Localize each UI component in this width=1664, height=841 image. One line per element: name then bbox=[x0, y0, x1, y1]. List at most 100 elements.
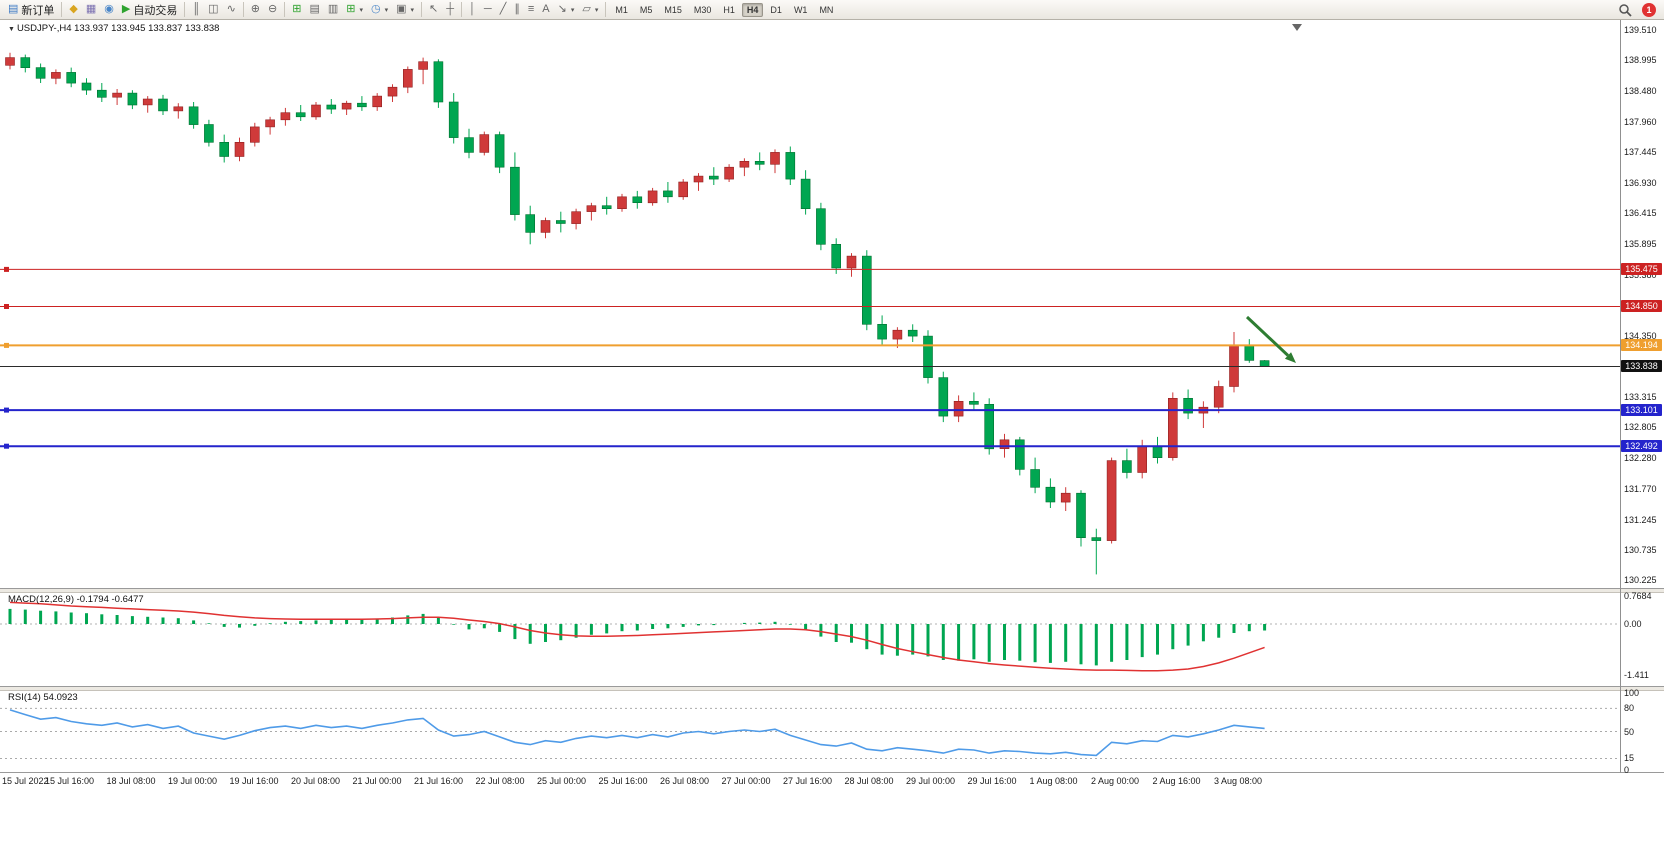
price-axis-border bbox=[1620, 20, 1621, 773]
price-scale-label: 136.415 bbox=[1624, 208, 1657, 219]
timeframe-clock-icon[interactable]: ◷ ▾ bbox=[367, 0, 392, 19]
mql5-community-icon[interactable]: ◆ bbox=[65, 0, 81, 19]
toolbar-separator bbox=[421, 2, 423, 17]
fibonacci-icon: ≡ bbox=[527, 3, 535, 15]
market-watch-icon[interactable]: ▦ bbox=[82, 0, 100, 19]
line-chart-icon: ∿ bbox=[226, 3, 236, 15]
data-window-icon: ◉ bbox=[104, 3, 114, 15]
chevron-down-icon: ▾ bbox=[410, 6, 415, 14]
toolbar-separator bbox=[184, 2, 186, 17]
timeframe-m30[interactable]: M30 bbox=[693, 4, 712, 15]
new-chart-icon[interactable]: ⊞ ▾ bbox=[342, 0, 367, 19]
new-order-icon: ▤ bbox=[8, 3, 19, 15]
trendline-icon[interactable]: ╱ bbox=[496, 0, 511, 19]
arrows-tool-icon[interactable]: ↘ ▾ bbox=[554, 0, 579, 19]
chevron-down-icon: ▾ bbox=[594, 6, 599, 14]
crosshair-icon[interactable]: ┼ bbox=[442, 0, 458, 19]
period-bars-icon[interactable]: ▥ bbox=[324, 0, 342, 19]
macd-scale-label: 0.7684 bbox=[1624, 591, 1652, 602]
search-button[interactable] bbox=[1614, 0, 1636, 19]
cursor-icon: ↖ bbox=[429, 3, 439, 15]
timeframe-d1[interactable]: D1 bbox=[770, 4, 782, 15]
time-axis-label: 20 Jul 08:00 bbox=[290, 776, 341, 786]
rsi-scale-label: 100 bbox=[1624, 688, 1640, 698]
timeframe-mn[interactable]: MN bbox=[819, 4, 834, 15]
new-order-button[interactable]: ▤ 新订单 bbox=[4, 0, 58, 19]
toolbar-separator bbox=[605, 2, 607, 17]
macd-name: MACD(12,26,9) bbox=[8, 594, 74, 605]
toolbar-right-cluster: 1 bbox=[1614, 0, 1660, 19]
macd-panel[interactable] bbox=[0, 592, 1664, 686]
price-scale-label: 134.350 bbox=[1624, 330, 1657, 341]
time-axis-label: 25 Jul 16:00 bbox=[598, 776, 648, 786]
rsi-value: 54.0923 bbox=[43, 692, 78, 703]
horizontal-line-icon[interactable]: ─ bbox=[480, 0, 496, 19]
tile-windows-icon[interactable]: ⊞ bbox=[288, 0, 305, 19]
timeframe-h1[interactable]: H1 bbox=[723, 4, 735, 15]
notification-badge[interactable]: 1 bbox=[1642, 2, 1656, 17]
search-icon bbox=[1619, 3, 1632, 17]
rsi-panel[interactable] bbox=[0, 690, 1664, 772]
orange-pivot-line-anchor[interactable] bbox=[4, 342, 9, 348]
time-axis-label: 3 Aug 08:00 bbox=[1213, 776, 1263, 786]
line-chart-icon[interactable]: ∿ bbox=[223, 0, 240, 19]
template-icon: ▣ bbox=[396, 3, 407, 15]
time-axis-label: 21 Jul 00:00 bbox=[352, 776, 402, 786]
indicator-list-icon[interactable]: ▤ bbox=[305, 0, 323, 19]
price-axis[interactable]: 139.510 138.995 138.480 137.960 137.445 136.9… bbox=[1620, 20, 1664, 775]
timeframe-w1[interactable]: W1 bbox=[793, 4, 808, 15]
timeframe-h4[interactable]: H4 bbox=[741, 2, 764, 17]
vertical-line-icon[interactable]: │ bbox=[465, 0, 480, 19]
zoom-in-icon[interactable]: ⊕ bbox=[247, 0, 264, 19]
time-axis-label: 27 Jul 00:00 bbox=[721, 776, 771, 786]
equidistant-channel-icon: ∥ bbox=[514, 3, 520, 15]
macd-signal-line bbox=[9, 601, 1265, 672]
price-scale-label: 132.280 bbox=[1624, 453, 1657, 464]
collapse-triangle-icon[interactable]: ▼ bbox=[8, 26, 15, 33]
support-line-2-anchor[interactable] bbox=[4, 443, 9, 449]
price-scale-label: 139.510 bbox=[1624, 24, 1657, 35]
time-axis[interactable]: 15 Jul 2022 15 Jul 16:00 18 Jul 08:00 19 Ju… bbox=[0, 773, 1664, 795]
macd-label: MACD(12,26,9) -0.1794 -0.6477 bbox=[8, 594, 144, 605]
time-axis-label: 27 Jul 16:00 bbox=[782, 776, 833, 786]
fibonacci-icon[interactable]: ≡ bbox=[524, 0, 538, 19]
rsi-scale-label: 15 bbox=[1624, 753, 1635, 764]
ohlc-bars-icon[interactable]: ║ bbox=[188, 0, 204, 19]
template-icon[interactable]: ▣ ▾ bbox=[392, 0, 418, 19]
toolbar: ▤ 新订单 ◆ ▦ ◉ ▶ 自动交易 ║ ◫ ∿ ⊕ ⊖ ⊞ ▤ ▥ ⊞ ▾ ◷ ▾ ▣ ▾ ↖ ┼ │ ─ ╱ ∥ ≡ A ↘ ▾ ▱ ▾ M1… bbox=[0, 0, 1664, 20]
panel-divider[interactable] bbox=[0, 686, 1664, 691]
current-price-line-badge: 133.838 bbox=[1621, 360, 1662, 373]
time-axis-label: 2 Aug 16:00 bbox=[1152, 776, 1201, 786]
trend-arrow-annotation[interactable] bbox=[1245, 315, 1296, 363]
shapes-tool-icon: ▱ bbox=[582, 3, 591, 15]
resistance-line-1-anchor[interactable] bbox=[4, 266, 9, 272]
level-lines[interactable] bbox=[0, 266, 1620, 449]
time-axis-label: 21 Jul 16:00 bbox=[413, 776, 464, 786]
candlestick-chart-icon[interactable]: ◫ bbox=[204, 0, 222, 19]
text-label-icon[interactable]: A bbox=[538, 0, 553, 19]
chart-shift-marker[interactable] bbox=[1292, 24, 1302, 31]
price-scale-label: 131.770 bbox=[1624, 483, 1657, 494]
chevron-down-icon: ▾ bbox=[570, 6, 575, 14]
chevron-down-icon: ▾ bbox=[359, 6, 363, 14]
cursor-icon[interactable]: ↖ bbox=[425, 0, 442, 19]
shapes-tool-icon[interactable]: ▱ ▾ bbox=[578, 0, 602, 19]
panel-divider[interactable] bbox=[0, 588, 1664, 593]
horizontal-line-icon: ─ bbox=[483, 3, 492, 15]
time-axis-label: 29 Jul 00:00 bbox=[905, 776, 956, 786]
timeframe-m1[interactable]: M1 bbox=[615, 4, 628, 15]
equidistant-channel-icon[interactable]: ∥ bbox=[510, 0, 524, 19]
data-window-icon[interactable]: ◉ bbox=[100, 0, 118, 19]
main-chart[interactable] bbox=[0, 20, 1664, 588]
period-bars-icon: ▥ bbox=[327, 3, 339, 15]
chart-window: 139.510 138.995 138.480 137.960 137.445 136.9… bbox=[0, 20, 1664, 841]
zoom-out-icon[interactable]: ⊖ bbox=[264, 0, 281, 19]
toolbar-separator bbox=[242, 2, 244, 17]
resistance-line-2-anchor[interactable] bbox=[4, 304, 9, 309]
support-line-1-anchor[interactable] bbox=[4, 407, 9, 413]
time-axis-label: 26 Jul 08:00 bbox=[659, 776, 710, 786]
timeframe-m5[interactable]: M5 bbox=[639, 4, 653, 15]
timeframe-m15[interactable]: M15 bbox=[664, 4, 682, 15]
price-scale-label: 130.225 bbox=[1624, 575, 1657, 586]
auto-trading-button[interactable]: ▶ 自动交易 bbox=[118, 0, 181, 19]
